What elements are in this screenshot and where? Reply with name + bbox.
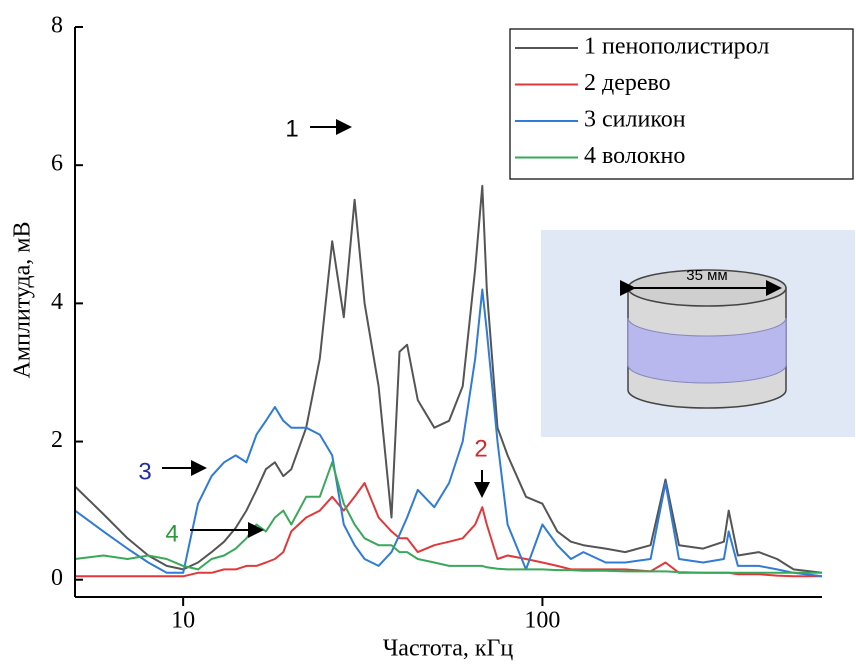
y-tick-label: 4 <box>51 289 63 315</box>
chart: 35 мм Частота, кГц Амплитуда, мВ 0 2 4 6 8 10… <box>0 0 856 664</box>
y-tick-label: 2 <box>51 427 63 453</box>
annotation: 4 <box>165 520 178 547</box>
legend-label: 3 силикон <box>584 107 686 133</box>
legend-label: 4 волокно <box>584 143 685 169</box>
inset: 35 мм <box>541 230 855 437</box>
x-tick-label: 10 <box>171 608 195 634</box>
x-tick-label: 100 <box>524 608 560 634</box>
y-tick-label: 8 <box>51 13 63 39</box>
legend-label: 2 дерево <box>584 70 671 96</box>
y-axis-title: Амплитуда, мВ <box>10 222 36 379</box>
annotation: 1 <box>285 115 298 142</box>
annotation: 2 <box>474 435 487 462</box>
x-axis-title: Частота, кГц <box>383 636 514 662</box>
legend: 1 пенополистирол 2 дерево 3 силикон 4 волок… <box>510 29 853 179</box>
legend-label: 1 пенополистирол <box>584 34 769 60</box>
inset-label: 35 мм <box>686 267 727 284</box>
annotation: 3 <box>138 458 151 485</box>
y-tick-label: 6 <box>51 151 63 177</box>
y-tick-label: 0 <box>51 565 63 591</box>
